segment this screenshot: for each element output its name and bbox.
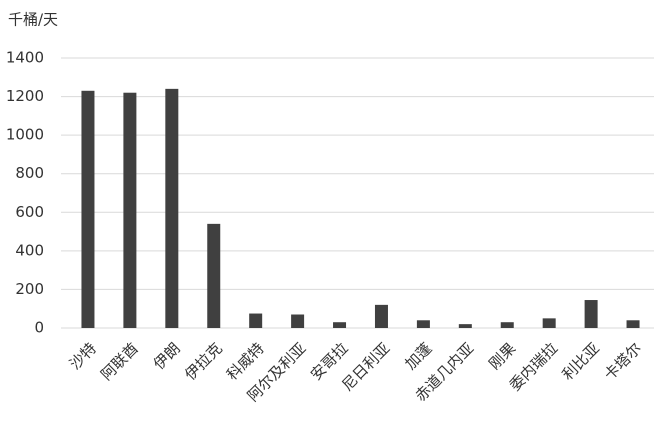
bar xyxy=(500,322,514,328)
bar xyxy=(165,88,179,328)
bar xyxy=(249,313,263,328)
y-tick-label: 600 xyxy=(15,203,44,221)
bar xyxy=(626,320,640,328)
y-tick-label: 800 xyxy=(15,164,44,182)
bar xyxy=(458,324,472,328)
bar xyxy=(542,318,556,328)
x-tick-label: 加蓬 xyxy=(401,339,435,373)
x-tick-label: 伊拉克 xyxy=(181,339,226,384)
bar xyxy=(123,92,137,328)
x-tick-label: 刚果 xyxy=(485,339,519,373)
bar xyxy=(416,320,430,328)
y-tick-label: 200 xyxy=(15,280,44,298)
x-tick-label: 卡塔尔 xyxy=(600,339,645,384)
y-tick-label: 1400 xyxy=(6,49,44,67)
y-tick-label: 0 xyxy=(34,319,44,337)
y-tick-label: 400 xyxy=(15,241,44,259)
bar xyxy=(374,304,388,328)
y-tick-label: 1000 xyxy=(6,126,44,144)
x-tick-label: 利比亚 xyxy=(559,339,604,384)
y-tick-label: 1200 xyxy=(6,87,44,105)
bar xyxy=(81,90,95,329)
y-axis-label: 千桶/天 xyxy=(8,11,58,29)
x-tick-label: 沙特 xyxy=(66,339,100,373)
bar xyxy=(291,314,305,328)
x-tick-label: 阿联酋 xyxy=(97,339,142,384)
bar xyxy=(207,223,221,328)
x-tick-label: 伊朗 xyxy=(150,339,184,373)
bar xyxy=(584,300,598,328)
bar xyxy=(333,322,347,328)
